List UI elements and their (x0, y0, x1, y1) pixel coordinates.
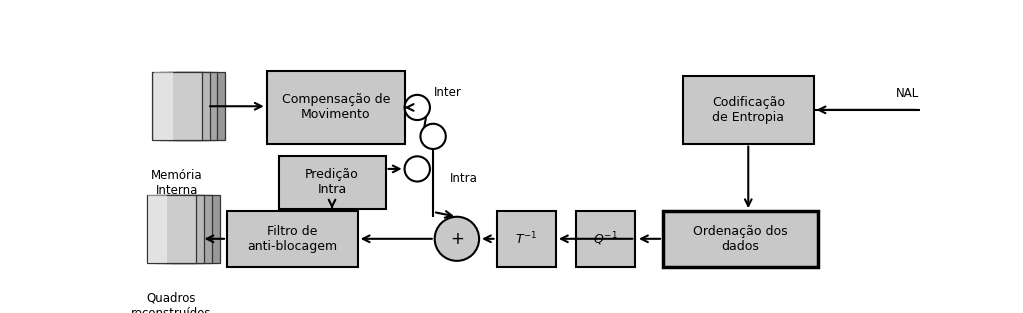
Ellipse shape (420, 124, 446, 149)
FancyBboxPatch shape (663, 211, 817, 267)
Text: Intra: Intra (450, 172, 478, 185)
FancyBboxPatch shape (154, 195, 204, 263)
Text: Ordenação dos
dados: Ordenação dos dados (693, 225, 788, 253)
FancyBboxPatch shape (176, 72, 225, 141)
FancyBboxPatch shape (152, 72, 202, 141)
FancyBboxPatch shape (161, 72, 210, 141)
FancyBboxPatch shape (227, 211, 358, 267)
FancyBboxPatch shape (154, 72, 173, 141)
FancyBboxPatch shape (278, 156, 386, 209)
FancyBboxPatch shape (147, 195, 196, 263)
Text: Predição
Intra: Predição Intra (305, 168, 359, 196)
Ellipse shape (404, 95, 430, 120)
Text: Memória
Interna: Memória Interna (151, 169, 203, 197)
FancyBboxPatch shape (171, 195, 220, 263)
FancyBboxPatch shape (576, 211, 635, 267)
Ellipse shape (404, 156, 430, 182)
Text: Codificação
de Entropia: Codificação de Entropia (712, 96, 785, 124)
Text: $Q^{-1}$: $Q^{-1}$ (593, 230, 618, 248)
FancyBboxPatch shape (163, 195, 212, 263)
Text: Compensação de
Movimento: Compensação de Movimento (281, 94, 390, 121)
Text: $T^{-1}$: $T^{-1}$ (515, 230, 537, 247)
Text: +: + (450, 230, 463, 248)
FancyBboxPatch shape (169, 72, 218, 141)
Text: NAL: NAL (896, 87, 919, 100)
Text: Quadros
reconstruídos: Quadros reconstruídos (131, 292, 212, 313)
FancyBboxPatch shape (148, 195, 167, 263)
Ellipse shape (435, 217, 479, 261)
FancyBboxPatch shape (683, 76, 813, 144)
FancyBboxPatch shape (496, 211, 557, 267)
Text: Inter: Inter (434, 86, 461, 100)
FancyBboxPatch shape (267, 71, 405, 144)
Text: Filtro de
anti-blocagem: Filtro de anti-blocagem (248, 225, 338, 253)
